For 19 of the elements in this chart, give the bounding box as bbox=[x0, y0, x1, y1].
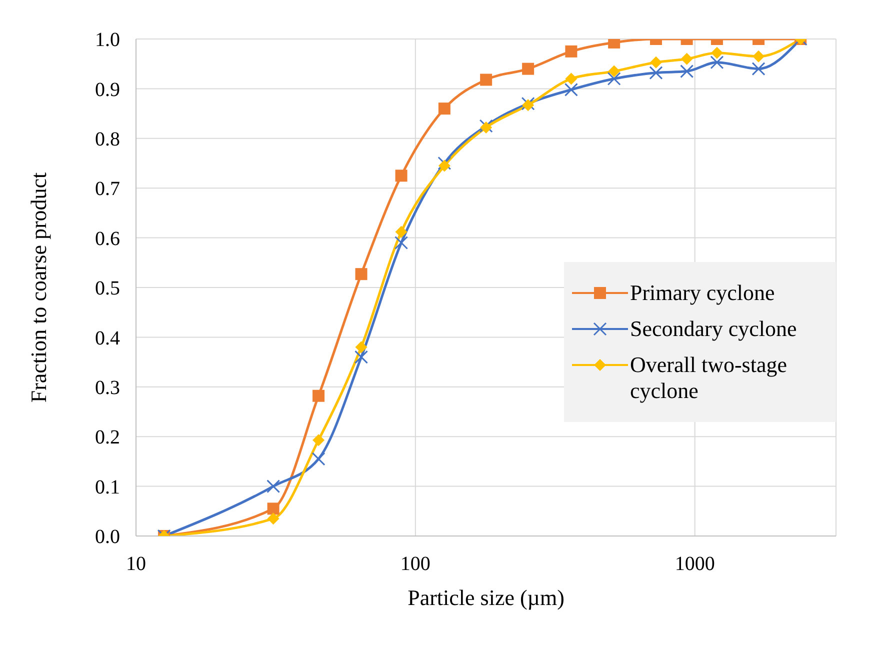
legend-label: Primary cyclone bbox=[630, 280, 775, 306]
y-tick-label: 0.9 bbox=[95, 78, 120, 101]
y-tick-label: 0.3 bbox=[95, 377, 120, 399]
legend-label: Overall two-stage cyclone bbox=[630, 352, 788, 404]
x-tick-label: 10 bbox=[126, 553, 146, 576]
y-tick-label: 0.6 bbox=[95, 228, 120, 250]
y-tick-label: 0.5 bbox=[95, 278, 120, 300]
y-axis-title: Fraction to coarse product bbox=[26, 172, 51, 403]
x-axis-title: Particle size (µm) bbox=[408, 585, 564, 610]
y-tick-label: 0.1 bbox=[95, 476, 120, 498]
x-tick-label: 1000 bbox=[674, 553, 715, 576]
y-tick-label: 0.4 bbox=[95, 327, 120, 350]
y-tick-label: 1.0 bbox=[95, 29, 120, 52]
legend-label: Secondary cyclone bbox=[630, 316, 797, 342]
y-tick-label: 0.0 bbox=[95, 526, 120, 548]
y-tick-label: 0.2 bbox=[95, 426, 120, 449]
y-tick-label: 0.8 bbox=[95, 128, 120, 150]
x-tick-label: 100 bbox=[400, 553, 430, 576]
y-tick-label: 0.7 bbox=[95, 178, 120, 200]
